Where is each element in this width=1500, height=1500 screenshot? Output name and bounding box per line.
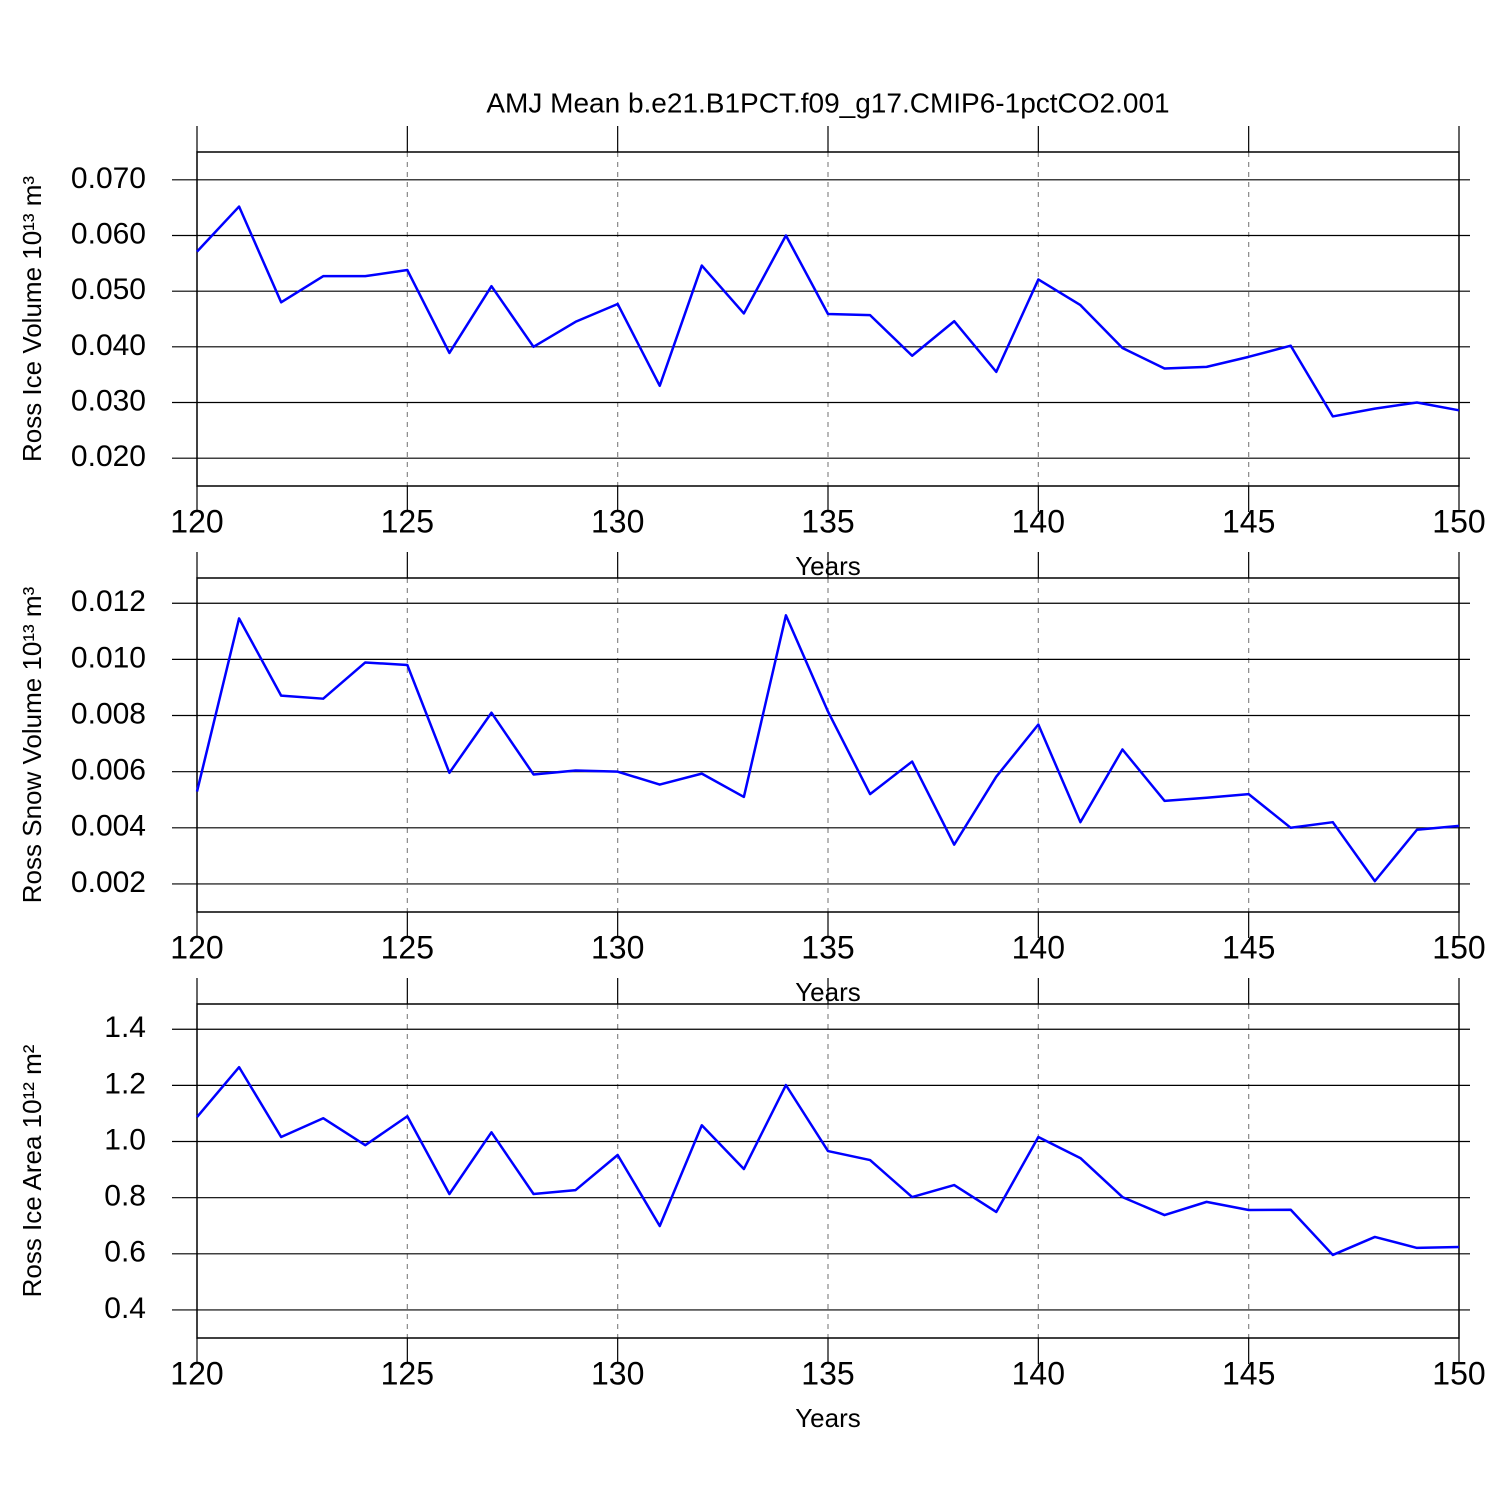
y-tick-label: 0.006 bbox=[71, 754, 146, 787]
y-tick-label: 0.008 bbox=[71, 697, 146, 730]
x-tick-label: 135 bbox=[801, 503, 854, 539]
y-axis-label: Ross Ice Area 10¹² m² bbox=[17, 1044, 47, 1297]
x-tick-label: 140 bbox=[1012, 929, 1065, 965]
x-tick-label: 125 bbox=[381, 1355, 434, 1391]
x-tick-label: 135 bbox=[801, 1355, 854, 1391]
y-tick-label: 1.4 bbox=[104, 1011, 146, 1044]
x-tick-label: 120 bbox=[170, 1355, 223, 1391]
chart-title: AMJ Mean b.e21.B1PCT.f09_g17.CMIP6-1pctC… bbox=[486, 87, 1169, 118]
x-tick-label: 150 bbox=[1432, 503, 1485, 539]
y-tick-label: 0.070 bbox=[71, 162, 146, 195]
x-tick-label: 130 bbox=[591, 1355, 644, 1391]
x-axis-label: Years bbox=[795, 1403, 861, 1433]
x-tick-label: 125 bbox=[381, 929, 434, 965]
x-tick-label: 120 bbox=[170, 929, 223, 965]
x-tick-label: 125 bbox=[381, 503, 434, 539]
x-tick-label: 140 bbox=[1012, 503, 1065, 539]
x-tick-label: 120 bbox=[170, 503, 223, 539]
y-tick-label: 0.030 bbox=[71, 384, 146, 417]
y-tick-label: 1.0 bbox=[104, 1123, 146, 1156]
y-tick-label: 0.050 bbox=[71, 273, 146, 306]
x-tick-label: 130 bbox=[591, 929, 644, 965]
data-line bbox=[196, 205, 1460, 418]
data-line bbox=[195, 614, 1460, 883]
x-tick-label: 135 bbox=[801, 929, 854, 965]
x-tick-label: 150 bbox=[1432, 1355, 1485, 1391]
x-tick-label: 145 bbox=[1222, 929, 1275, 965]
x-tick-label: 145 bbox=[1222, 1355, 1275, 1391]
y-tick-label: 0.4 bbox=[104, 1292, 146, 1325]
y-tick-label: 0.010 bbox=[71, 641, 146, 674]
x-tick-label: 140 bbox=[1012, 1355, 1065, 1391]
y-axis-label: Ross Snow Volume 10¹³ m³ bbox=[17, 586, 47, 903]
y-tick-label: 0.8 bbox=[104, 1180, 146, 1213]
plot-frame bbox=[196, 1003, 1460, 1339]
x-tick-label: 145 bbox=[1222, 503, 1275, 539]
x-tick-label: 150 bbox=[1432, 929, 1485, 965]
y-tick-label: 1.2 bbox=[104, 1067, 146, 1100]
y-tick-label: 0.012 bbox=[71, 585, 146, 618]
data-line bbox=[196, 1065, 1460, 1257]
y-tick-label: 0.040 bbox=[71, 329, 146, 362]
y-tick-label: 0.060 bbox=[71, 217, 146, 250]
plot-frame bbox=[196, 577, 1460, 913]
y-axis-label: Ross Ice Volume 10¹³ m³ bbox=[17, 176, 47, 462]
y-tick-label: 0.6 bbox=[104, 1236, 146, 1269]
x-tick-label: 130 bbox=[591, 503, 644, 539]
y-tick-label: 0.002 bbox=[71, 866, 146, 899]
plot-frame bbox=[196, 151, 1460, 487]
y-tick-label: 0.004 bbox=[71, 810, 146, 843]
y-tick-label: 0.020 bbox=[71, 440, 146, 473]
